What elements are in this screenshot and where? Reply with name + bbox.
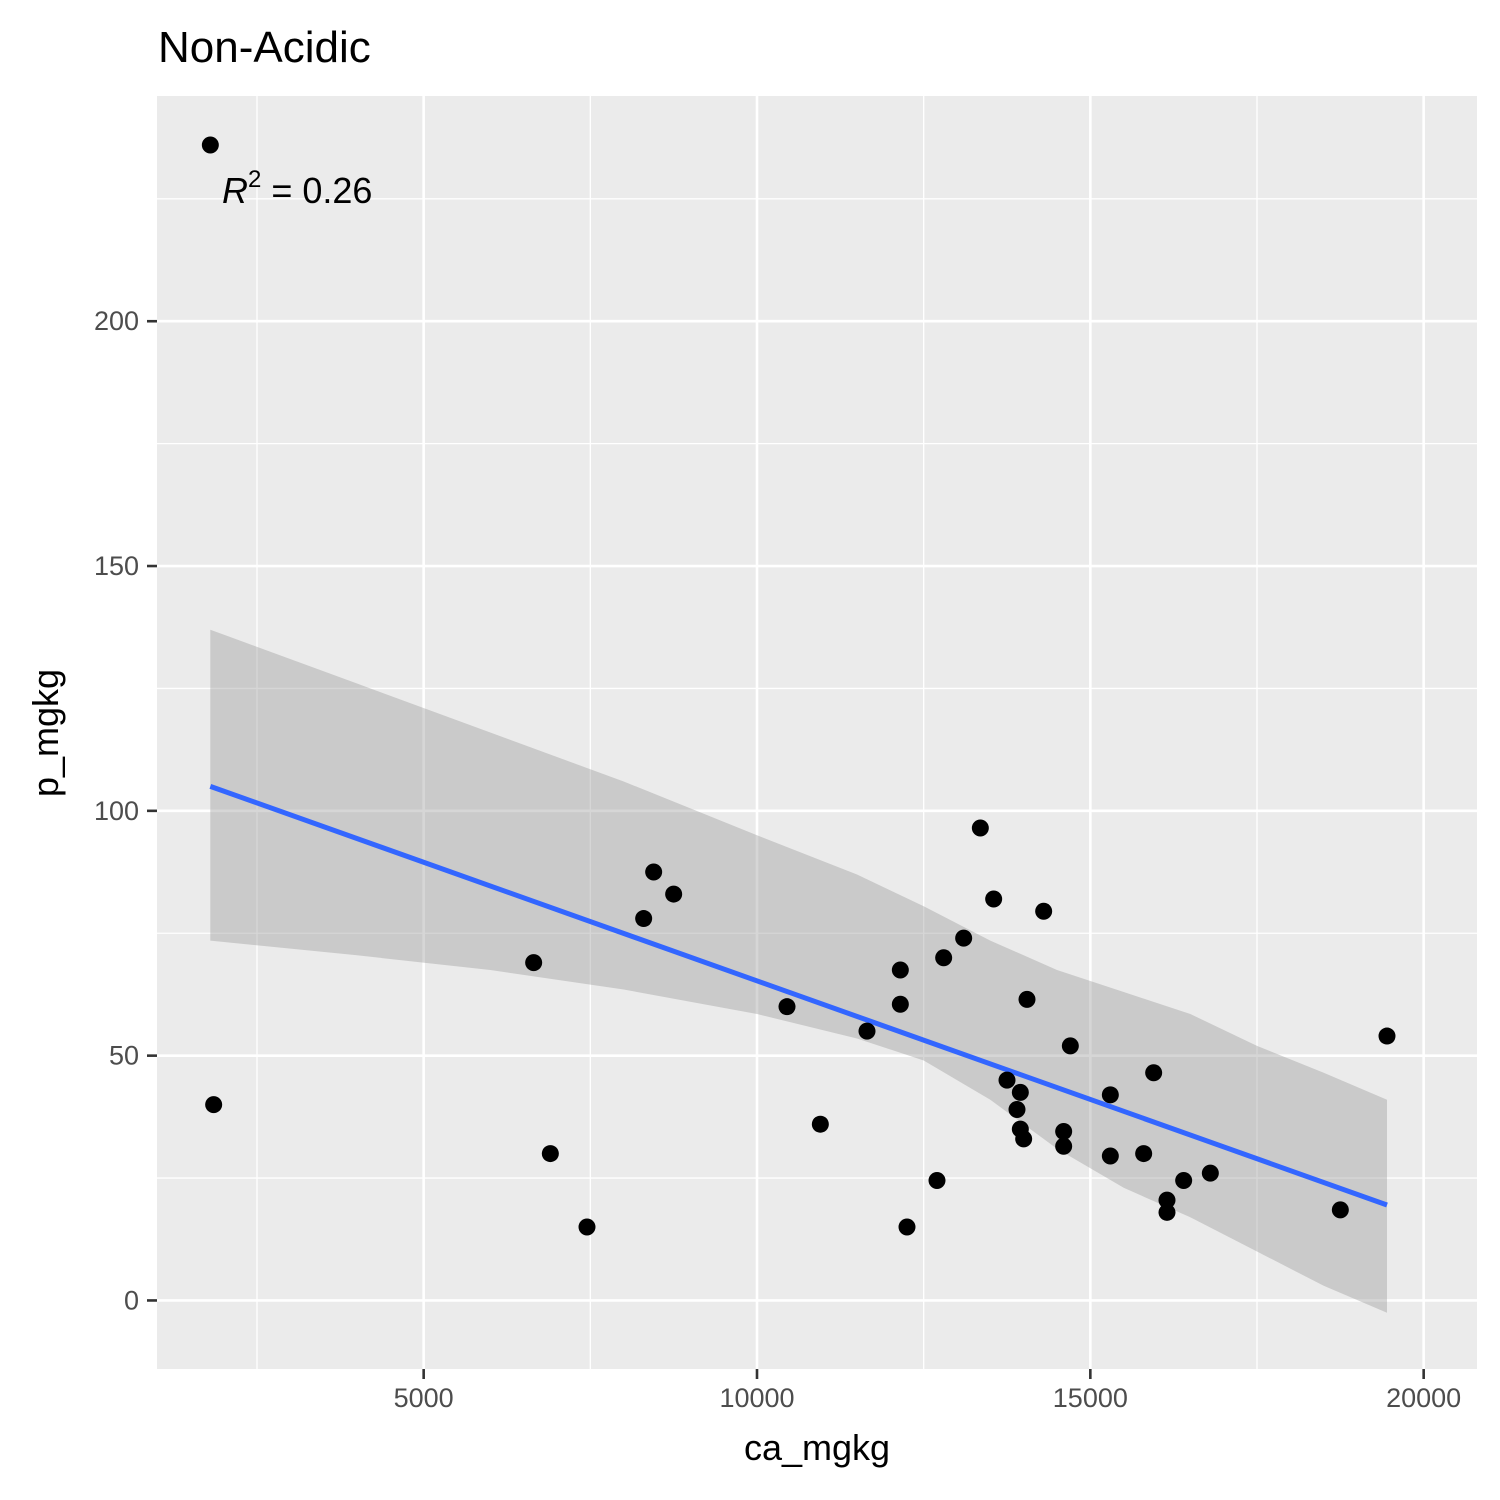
data-point <box>935 949 953 967</box>
data-point <box>1008 1101 1026 1119</box>
x-tick-label: 15000 <box>1053 1383 1128 1413</box>
data-points <box>201 136 1396 1236</box>
r-exponent: 2 <box>248 166 261 193</box>
data-point <box>1135 1145 1153 1163</box>
data-point <box>1145 1064 1163 1082</box>
data-point <box>665 885 683 903</box>
r-symbol: R <box>222 170 248 211</box>
r-squared-annotation: R2 = 0.26 <box>222 166 372 211</box>
chart-title: Non-Acidic <box>158 23 371 72</box>
r-value: = 0.26 <box>261 170 372 211</box>
data-point <box>1101 1086 1119 1104</box>
y-tick-label: 200 <box>94 306 139 336</box>
data-point <box>955 929 973 947</box>
x-tick-label: 5000 <box>394 1383 454 1413</box>
data-point <box>891 995 909 1013</box>
data-point <box>985 890 1003 908</box>
x-tick-label: 10000 <box>719 1383 794 1413</box>
data-point <box>1175 1171 1193 1189</box>
data-point <box>578 1218 596 1236</box>
y-tick-label: 50 <box>109 1041 139 1071</box>
major-gridlines <box>157 96 1477 1369</box>
data-point <box>1055 1123 1073 1141</box>
data-point <box>541 1145 559 1163</box>
data-point <box>1035 902 1053 920</box>
data-point <box>998 1071 1016 1089</box>
data-point <box>1378 1027 1396 1045</box>
data-point <box>1158 1191 1176 1209</box>
data-point <box>928 1171 946 1189</box>
x-axis: 5000 10000 15000 20000 <box>394 1369 1461 1413</box>
x-tick-label: 20000 <box>1386 1383 1461 1413</box>
confidence-band <box>210 629 1387 1313</box>
data-point <box>201 136 219 154</box>
data-point <box>1331 1201 1349 1219</box>
data-point <box>858 1022 876 1040</box>
data-point <box>811 1115 829 1133</box>
y-axis: 0 50 100 150 200 <box>94 306 157 1315</box>
data-point <box>1061 1037 1079 1055</box>
data-point <box>778 998 796 1016</box>
data-point <box>1158 1203 1176 1221</box>
data-point <box>635 910 653 928</box>
data-point <box>645 863 663 881</box>
data-point <box>1015 1130 1033 1148</box>
data-point <box>898 1218 916 1236</box>
y-tick-label: 0 <box>124 1285 139 1315</box>
data-point <box>971 819 989 837</box>
regression-line <box>209 784 1388 1208</box>
x-axis-title: ca_mgkg <box>744 1427 890 1468</box>
data-point <box>891 961 909 979</box>
data-point <box>1055 1137 1073 1155</box>
data-point <box>1011 1083 1029 1101</box>
data-point <box>1101 1147 1119 1165</box>
y-tick-label: 150 <box>94 551 139 581</box>
data-point <box>205 1096 223 1114</box>
data-point <box>1018 990 1036 1008</box>
data-point <box>1201 1164 1219 1182</box>
minor-gridlines <box>157 96 1477 1369</box>
y-tick-label: 100 <box>94 796 139 826</box>
data-point <box>525 954 543 972</box>
y-axis-title: p_mgkg <box>25 669 66 797</box>
